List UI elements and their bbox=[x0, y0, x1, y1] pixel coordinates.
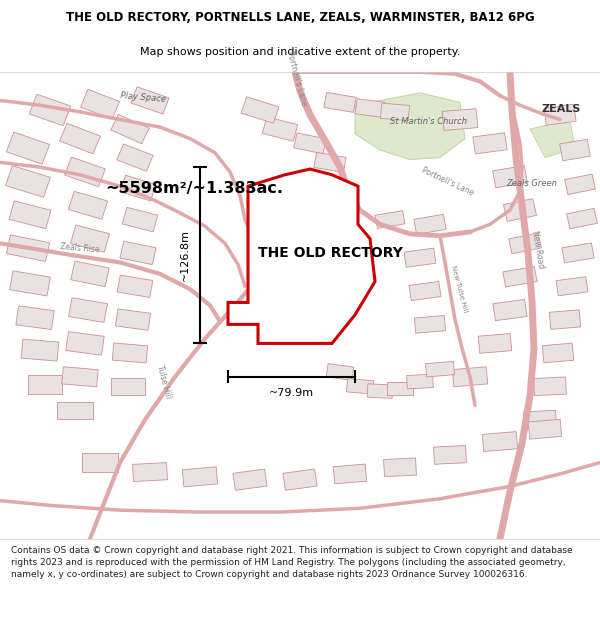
Text: ~79.9m: ~79.9m bbox=[269, 388, 314, 398]
Polygon shape bbox=[82, 453, 118, 472]
Polygon shape bbox=[117, 275, 153, 298]
Polygon shape bbox=[111, 378, 145, 395]
Polygon shape bbox=[425, 361, 455, 377]
Polygon shape bbox=[62, 367, 98, 387]
Polygon shape bbox=[473, 132, 507, 154]
Polygon shape bbox=[326, 364, 354, 381]
Text: Play Space: Play Space bbox=[120, 91, 166, 104]
Polygon shape bbox=[478, 334, 512, 353]
Polygon shape bbox=[415, 316, 446, 333]
Polygon shape bbox=[367, 384, 393, 398]
Text: THE OLD RECTORY: THE OLD RECTORY bbox=[257, 246, 403, 260]
Polygon shape bbox=[407, 374, 433, 389]
Polygon shape bbox=[29, 94, 71, 126]
Text: Portnell's Lane: Portnell's Lane bbox=[285, 51, 308, 108]
Polygon shape bbox=[566, 208, 598, 229]
Polygon shape bbox=[556, 277, 588, 296]
Text: ZEALS: ZEALS bbox=[542, 104, 581, 114]
Polygon shape bbox=[131, 87, 169, 114]
Polygon shape bbox=[562, 243, 594, 263]
Polygon shape bbox=[115, 309, 151, 330]
Polygon shape bbox=[503, 199, 536, 221]
Polygon shape bbox=[233, 469, 267, 490]
Polygon shape bbox=[549, 310, 581, 329]
Polygon shape bbox=[482, 432, 518, 451]
Polygon shape bbox=[530, 119, 575, 158]
Polygon shape bbox=[383, 458, 416, 477]
Polygon shape bbox=[112, 343, 148, 363]
Polygon shape bbox=[117, 144, 153, 171]
Polygon shape bbox=[10, 271, 50, 296]
Polygon shape bbox=[314, 152, 346, 173]
Polygon shape bbox=[524, 410, 556, 429]
Polygon shape bbox=[16, 306, 54, 329]
Polygon shape bbox=[7, 132, 50, 164]
Polygon shape bbox=[333, 464, 367, 484]
Polygon shape bbox=[346, 379, 374, 394]
Polygon shape bbox=[21, 339, 59, 361]
Polygon shape bbox=[133, 462, 167, 481]
Polygon shape bbox=[542, 343, 574, 362]
Polygon shape bbox=[7, 235, 50, 261]
Polygon shape bbox=[355, 99, 385, 118]
Text: THE OLD RECTORY, PORTNELLS LANE, ZEALS, WARMINSTER, BA12 6PG: THE OLD RECTORY, PORTNELLS LANE, ZEALS, … bbox=[65, 11, 535, 24]
Polygon shape bbox=[380, 103, 410, 121]
Text: Map shows position and indicative extent of the property.: Map shows position and indicative extent… bbox=[140, 47, 460, 57]
Polygon shape bbox=[493, 166, 527, 188]
Polygon shape bbox=[241, 97, 279, 123]
Polygon shape bbox=[57, 401, 93, 419]
Polygon shape bbox=[414, 214, 446, 234]
Polygon shape bbox=[533, 377, 566, 396]
Polygon shape bbox=[120, 175, 156, 201]
Polygon shape bbox=[228, 169, 375, 343]
Polygon shape bbox=[68, 191, 107, 219]
Text: St Martin's Church: St Martin's Church bbox=[390, 118, 467, 126]
Polygon shape bbox=[442, 109, 478, 131]
Polygon shape bbox=[452, 367, 488, 387]
Polygon shape bbox=[565, 174, 595, 194]
Polygon shape bbox=[182, 467, 218, 487]
Polygon shape bbox=[71, 225, 109, 252]
Polygon shape bbox=[307, 244, 334, 261]
Polygon shape bbox=[71, 261, 109, 287]
Polygon shape bbox=[493, 299, 527, 321]
Polygon shape bbox=[262, 117, 298, 141]
Polygon shape bbox=[324, 92, 356, 112]
Polygon shape bbox=[111, 114, 149, 144]
Polygon shape bbox=[375, 211, 405, 229]
Polygon shape bbox=[434, 446, 466, 464]
Polygon shape bbox=[120, 241, 156, 264]
Polygon shape bbox=[28, 375, 62, 394]
Polygon shape bbox=[296, 216, 324, 233]
Polygon shape bbox=[68, 298, 107, 322]
Polygon shape bbox=[503, 267, 537, 287]
Text: ~126.8m: ~126.8m bbox=[180, 229, 190, 281]
Text: Zeals Green: Zeals Green bbox=[506, 179, 557, 188]
Text: Portnell's Lane: Portnell's Lane bbox=[420, 166, 475, 198]
Text: Contains OS data © Crown copyright and database right 2021. This information is : Contains OS data © Crown copyright and d… bbox=[11, 546, 572, 579]
Text: Tulse Hill: Tulse Hill bbox=[155, 364, 173, 400]
Polygon shape bbox=[355, 93, 465, 159]
Polygon shape bbox=[9, 201, 51, 229]
Text: New Tulse Hill: New Tulse Hill bbox=[450, 264, 469, 313]
Polygon shape bbox=[409, 281, 441, 301]
Text: Zeals Rise: Zeals Rise bbox=[60, 242, 100, 255]
Polygon shape bbox=[509, 233, 541, 254]
Polygon shape bbox=[122, 208, 158, 232]
Polygon shape bbox=[65, 157, 106, 187]
Polygon shape bbox=[66, 332, 104, 355]
Polygon shape bbox=[387, 381, 413, 395]
Polygon shape bbox=[5, 166, 50, 198]
Polygon shape bbox=[544, 104, 576, 125]
Text: New Road: New Road bbox=[530, 230, 545, 269]
Text: ~5598m²/~1.383ac.: ~5598m²/~1.383ac. bbox=[105, 181, 283, 196]
Polygon shape bbox=[293, 133, 326, 154]
Polygon shape bbox=[283, 469, 317, 490]
Polygon shape bbox=[560, 139, 590, 161]
Polygon shape bbox=[80, 89, 119, 119]
Polygon shape bbox=[528, 419, 562, 439]
Polygon shape bbox=[404, 248, 436, 268]
Polygon shape bbox=[59, 123, 100, 154]
